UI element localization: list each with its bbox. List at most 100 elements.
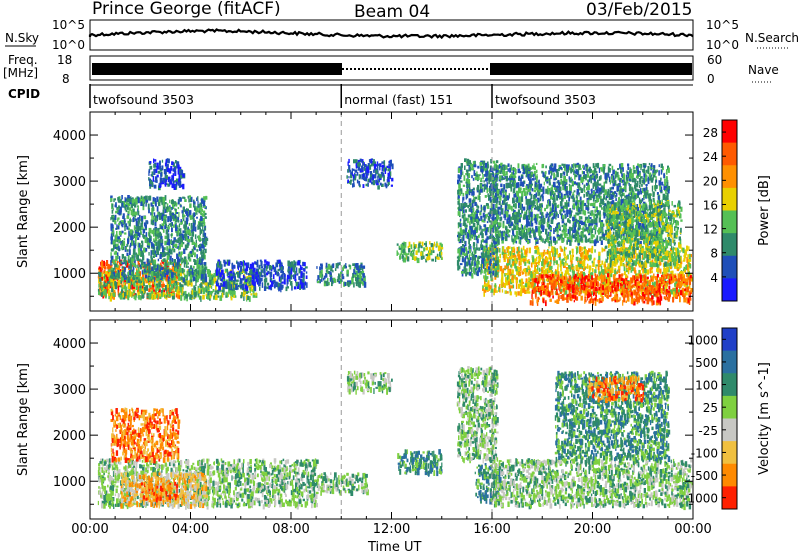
data-cell — [132, 293, 135, 297]
data-cell — [536, 261, 539, 264]
data-cell — [425, 241, 427, 244]
data-cell — [630, 278, 634, 284]
data-cell — [166, 252, 169, 256]
data-cell — [154, 275, 157, 279]
data-cell — [385, 166, 387, 171]
data-cell — [493, 288, 496, 293]
data-cell — [162, 209, 164, 215]
data-cell — [178, 178, 181, 182]
data-cell — [541, 281, 545, 285]
data-cell — [158, 265, 160, 270]
data-cell — [180, 239, 182, 243]
data-cell — [564, 270, 567, 275]
data-cell — [141, 226, 144, 231]
data-cell — [282, 266, 284, 270]
data-cell — [357, 281, 359, 287]
data-cell — [169, 207, 172, 210]
data-cell — [185, 233, 188, 238]
data-cell — [287, 260, 290, 267]
data-cell — [559, 289, 563, 293]
data-cell — [214, 290, 218, 293]
data-cell — [356, 279, 359, 284]
data-cell — [685, 265, 687, 269]
data-cell — [682, 248, 684, 251]
data-cell — [431, 258, 434, 262]
data-cell — [614, 294, 617, 300]
data-cells — [97, 158, 693, 307]
data-cell — [99, 278, 102, 282]
data-cell — [126, 291, 129, 296]
data-cell — [371, 175, 373, 180]
data-cell — [193, 203, 195, 208]
data-cell — [500, 279, 503, 285]
data-cell — [115, 268, 117, 271]
data-cell — [171, 276, 174, 281]
data-cell — [154, 277, 156, 282]
data-cell — [169, 210, 171, 215]
data-cell — [624, 289, 626, 296]
data-cell — [166, 206, 169, 210]
data-cell — [358, 265, 361, 269]
data-cell — [185, 260, 188, 266]
data-cell — [140, 296, 142, 301]
data-cell — [110, 223, 113, 229]
data-cell — [173, 259, 176, 263]
data-cell — [332, 279, 334, 285]
data-cell — [290, 268, 293, 275]
data-cell — [645, 248, 648, 253]
data-cell — [658, 283, 661, 289]
data-cell — [249, 263, 253, 270]
data-cell — [106, 260, 108, 266]
data-cell — [158, 239, 161, 244]
data-cell — [168, 253, 170, 257]
data-cell — [369, 177, 372, 181]
data-cell — [363, 276, 366, 281]
data-cell — [336, 263, 340, 266]
data-cell — [363, 162, 365, 166]
data-cell — [602, 248, 604, 252]
data-cell — [163, 219, 165, 224]
data-cell — [237, 273, 240, 277]
data-cell — [509, 251, 511, 257]
freq-block-3 — [490, 63, 692, 75]
data-cell — [191, 215, 195, 220]
data-cell — [171, 161, 174, 165]
data-cell — [686, 284, 688, 288]
data-cell — [129, 242, 132, 248]
data-cell — [105, 283, 107, 286]
data-cell — [204, 225, 207, 228]
data-cell — [293, 260, 296, 265]
data-cell — [104, 269, 106, 274]
data-cell — [108, 264, 110, 270]
data-cell — [594, 280, 597, 283]
data-cell — [246, 276, 248, 281]
data-cell — [420, 251, 423, 256]
data-cell — [565, 289, 568, 295]
data-cell — [341, 270, 343, 273]
data-cell — [230, 292, 232, 299]
data-cell — [597, 276, 600, 280]
data-cell — [542, 298, 545, 304]
data-cell — [121, 220, 124, 224]
data-cell — [525, 278, 528, 283]
data-cell — [98, 278, 100, 284]
data-cell — [161, 200, 163, 206]
data-cell — [179, 230, 181, 234]
data-cell — [169, 287, 172, 292]
data-cell — [200, 260, 203, 265]
data-cell — [379, 182, 382, 186]
data-cell — [504, 253, 508, 259]
data-cell — [541, 267, 543, 270]
data-cell — [536, 246, 539, 253]
data-cell — [678, 263, 680, 270]
data-cell — [203, 196, 206, 203]
data-cell — [197, 196, 199, 201]
data-cell — [153, 238, 155, 243]
data-cell — [118, 205, 120, 209]
nsky-tick-low: 10^0 — [52, 38, 85, 52]
data-cell — [620, 283, 623, 289]
data-cell — [155, 179, 158, 183]
data-cell — [688, 278, 691, 285]
data-cell — [662, 285, 665, 291]
data-cell — [173, 270, 177, 274]
